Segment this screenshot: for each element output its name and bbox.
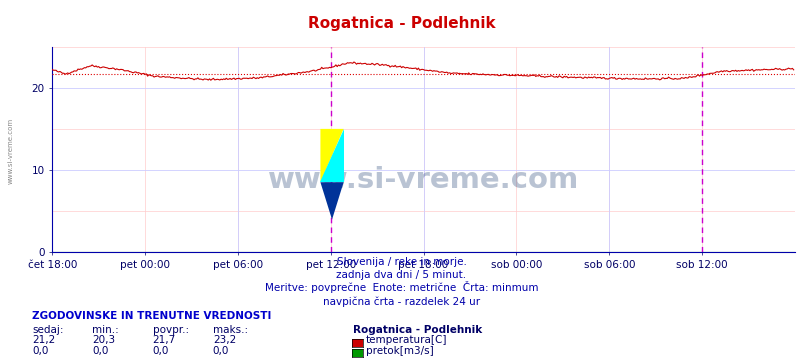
Text: Rogatnica - Podlehnik: Rogatnica - Podlehnik [307, 16, 495, 31]
Text: sedaj:: sedaj: [32, 325, 63, 335]
Text: www.si-vreme.com: www.si-vreme.com [7, 118, 14, 184]
Text: www.si-vreme.com: www.si-vreme.com [268, 166, 578, 194]
Text: povpr.:: povpr.: [152, 325, 188, 335]
Text: 21,7: 21,7 [152, 335, 176, 345]
Text: 21,2: 21,2 [32, 335, 55, 345]
Text: navpična črta - razdelek 24 ur: navpična črta - razdelek 24 ur [322, 296, 480, 307]
Text: 0,0: 0,0 [152, 346, 168, 356]
Text: Meritve: povprečne  Enote: metrične  Črta: minmum: Meritve: povprečne Enote: metrične Črta:… [265, 281, 537, 293]
Text: maks.:: maks.: [213, 325, 248, 335]
Text: 23,2: 23,2 [213, 335, 236, 345]
Text: Rogatnica - Podlehnik: Rogatnica - Podlehnik [353, 325, 482, 335]
Text: Slovenija / reke in morje.: Slovenija / reke in morje. [336, 257, 466, 267]
Text: 0,0: 0,0 [92, 346, 108, 356]
Text: 0,0: 0,0 [32, 346, 48, 356]
Text: zadnja dva dni / 5 minut.: zadnja dva dni / 5 minut. [336, 270, 466, 280]
Text: ZGODOVINSKE IN TRENUTNE VREDNOSTI: ZGODOVINSKE IN TRENUTNE VREDNOSTI [32, 311, 271, 321]
Polygon shape [320, 129, 343, 182]
Text: 20,3: 20,3 [92, 335, 115, 345]
Text: pretok[m3/s]: pretok[m3/s] [366, 346, 433, 356]
Text: min.:: min.: [92, 325, 119, 335]
Polygon shape [320, 182, 343, 220]
Text: 0,0: 0,0 [213, 346, 229, 356]
Text: temperatura[C]: temperatura[C] [366, 335, 447, 345]
Polygon shape [320, 129, 343, 182]
